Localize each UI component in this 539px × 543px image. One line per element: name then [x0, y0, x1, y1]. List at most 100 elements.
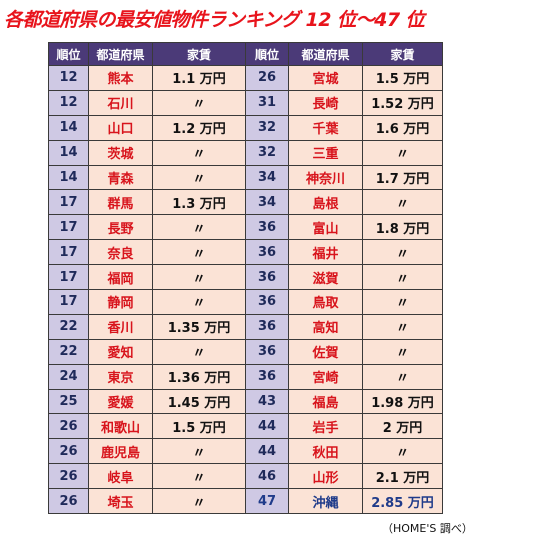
table-row: 26 鹿児島〃 44 秋田〃	[48, 438, 443, 465]
pref-cell: 香川	[88, 313, 153, 340]
table-row: 17 長野〃 36 富山 1.8 万円	[48, 214, 443, 241]
rank-cell: 26	[48, 488, 89, 515]
pref-cell: 富山	[288, 214, 363, 241]
rank-cell: 32	[245, 114, 289, 141]
table-row: 12 石川〃 31 長崎 1.52 万円	[48, 89, 443, 116]
pref-cell: 奈良	[88, 239, 153, 266]
rent-cell: 2 万円	[362, 413, 443, 440]
title: 各都道府県の最安値物件ランキング 12 位～47 位	[4, 9, 425, 31]
table-row: 17 群馬 1.3 万円 34 島根〃	[48, 189, 443, 216]
rent-cell: 〃	[362, 189, 443, 216]
rank-cell: 17	[48, 289, 89, 315]
rent-cell: 〃	[152, 164, 246, 191]
rent-cell: 1.45 万円	[152, 388, 246, 415]
pref-cell: 鳥取	[288, 289, 363, 315]
pref-cell: 福井	[288, 239, 363, 266]
rent-cell: 1.5 万円	[362, 65, 443, 91]
source-note: （HOME'S 調べ）	[382, 522, 473, 535]
pref-cell: 愛知	[88, 338, 153, 365]
rank-cell: 36	[245, 363, 289, 390]
table-row: 25 愛媛 1.45 万円 43 福島 1.98 万円	[48, 388, 443, 415]
table-row: 26 埼玉〃 47 沖縄 2.85 万円	[48, 488, 443, 515]
header-cell: 家賃	[152, 42, 246, 66]
rent-cell: 〃	[152, 264, 246, 291]
pref-cell: 宮城	[288, 65, 363, 91]
header-row: 順位 都道府県 家賃 順位 都道府県 家賃	[48, 42, 443, 66]
pref-cell: 沖縄	[288, 488, 363, 515]
ranking-table: 順位 都道府県 家賃 順位 都道府県 家賃 12 熊本 1.1 万円 26 宮城 1.5 万円 12 石…	[48, 42, 443, 515]
rent-cell: 1.2 万円	[152, 114, 246, 141]
table-row: 14 茨城〃 32 三重〃	[48, 139, 443, 166]
pref-cell: 山口	[88, 114, 153, 141]
rank-cell: 14	[48, 114, 89, 141]
rent-cell: 1.36 万円	[152, 363, 246, 390]
table-row: 26 和歌山 1.5 万円 44 岩手 2 万円	[48, 413, 443, 440]
rent-cell: 1.1 万円	[152, 65, 246, 91]
rank-cell: 36	[245, 313, 289, 340]
rank-cell: 17	[48, 189, 89, 216]
rent-cell: 〃	[152, 89, 246, 116]
rent-cell: 1.98 万円	[362, 388, 443, 415]
rent-cell: 〃	[152, 338, 246, 365]
rent-cell: 〃	[152, 289, 246, 315]
rank-cell: 36	[245, 214, 289, 241]
rank-cell: 36	[245, 338, 289, 365]
table-row: 17 静岡〃 36 鳥取〃	[48, 289, 443, 315]
rank-cell: 12	[48, 65, 89, 91]
rank-cell: 43	[245, 388, 289, 415]
rent-cell: 1.6 万円	[362, 114, 443, 141]
rent-cell: 〃	[362, 139, 443, 166]
table-row: 26 岐阜〃 46 山形 2.1 万円	[48, 463, 443, 490]
rent-cell: 1.35 万円	[152, 313, 246, 340]
pref-cell: 福島	[288, 388, 363, 415]
rank-cell: 22	[48, 313, 89, 340]
pref-cell: 熊本	[88, 65, 153, 91]
header-cell: 順位	[48, 42, 89, 66]
rank-cell: 47	[245, 488, 289, 515]
rent-cell: 〃	[152, 214, 246, 241]
pref-cell: 福岡	[88, 264, 153, 291]
rank-cell: 26	[48, 438, 89, 465]
pref-cell: 滋賀	[288, 264, 363, 291]
rank-cell: 46	[245, 463, 289, 490]
rank-cell: 36	[245, 239, 289, 266]
pref-cell: 宮崎	[288, 363, 363, 390]
rent-cell: 〃	[152, 139, 246, 166]
table-row: 22 愛知〃 36 佐賀〃	[48, 338, 443, 365]
rank-cell: 26	[245, 65, 289, 91]
pref-cell: 愛媛	[88, 388, 153, 415]
table-row: 14 青森〃 34 神奈川 1.7 万円	[48, 164, 443, 191]
rent-cell: 〃	[362, 338, 443, 365]
pref-cell: 佐賀	[288, 338, 363, 365]
rank-cell: 17	[48, 264, 89, 291]
header-cell: 都道府県	[288, 42, 363, 66]
table-row: 12 熊本 1.1 万円 26 宮城 1.5 万円	[48, 65, 443, 91]
pref-cell: 島根	[288, 189, 363, 216]
rank-cell: 17	[48, 214, 89, 241]
rent-cell: 〃	[362, 239, 443, 266]
pref-cell: 神奈川	[288, 164, 363, 191]
rent-cell: 〃	[362, 264, 443, 291]
header-cell: 都道府県	[88, 42, 153, 66]
pref-cell: 青森	[88, 164, 153, 191]
pref-cell: 長野	[88, 214, 153, 241]
header-cell: 順位	[245, 42, 289, 66]
rent-cell: 〃	[152, 239, 246, 266]
rank-cell: 36	[245, 289, 289, 315]
pref-cell: 三重	[288, 139, 363, 166]
rank-cell: 26	[48, 463, 89, 490]
pref-cell: 山形	[288, 463, 363, 490]
table-row: 24 東京 1.36 万円 36 宮崎〃	[48, 363, 443, 390]
pref-cell: 秋田	[288, 438, 363, 465]
pref-cell: 長崎	[288, 89, 363, 116]
rent-cell: 〃	[152, 488, 246, 515]
rank-cell: 22	[48, 338, 89, 365]
rent-cell: 〃	[362, 363, 443, 390]
pref-cell: 高知	[288, 313, 363, 340]
rent-cell: 1.52 万円	[362, 89, 443, 116]
rank-cell: 26	[48, 413, 89, 440]
table-row: 17 奈良〃 36 福井〃	[48, 239, 443, 266]
table-body: 12 熊本 1.1 万円 26 宮城 1.5 万円 12 石川〃 31 長崎 1.52 万円 14 山口…	[48, 65, 443, 515]
rank-cell: 31	[245, 89, 289, 116]
